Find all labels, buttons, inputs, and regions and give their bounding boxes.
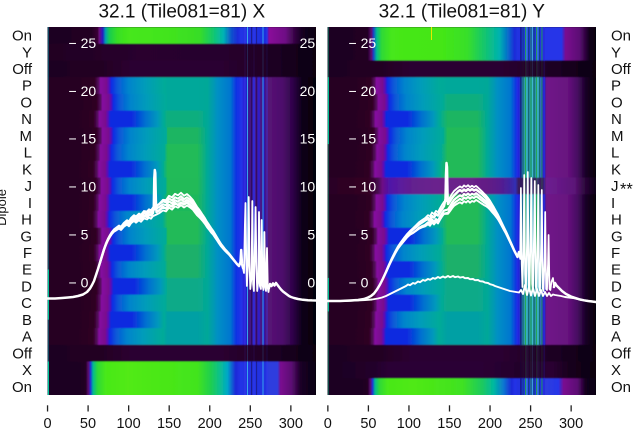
svg-text:Off: Off bbox=[12, 345, 33, 362]
svg-text:E: E bbox=[22, 262, 32, 279]
svg-text:C: C bbox=[611, 295, 622, 312]
svg-text:J: J bbox=[611, 178, 619, 195]
svg-text:On: On bbox=[611, 379, 631, 396]
svg-text:A: A bbox=[22, 329, 32, 346]
svg-text:0: 0 bbox=[324, 416, 332, 432]
svg-text:D: D bbox=[21, 279, 32, 296]
svg-text:− 0: − 0 bbox=[349, 274, 369, 290]
svg-text:100: 100 bbox=[116, 416, 140, 432]
svg-text:50: 50 bbox=[360, 416, 376, 432]
svg-text:F: F bbox=[611, 245, 620, 262]
svg-text:P: P bbox=[611, 78, 621, 95]
svg-text:O: O bbox=[20, 95, 32, 112]
svg-text:250: 250 bbox=[518, 416, 542, 432]
svg-text:F: F bbox=[23, 245, 32, 262]
svg-text:50: 50 bbox=[80, 416, 96, 432]
svg-text:D: D bbox=[611, 279, 622, 296]
svg-text:K: K bbox=[611, 161, 621, 178]
svg-text:100: 100 bbox=[397, 416, 421, 432]
svg-text:B: B bbox=[611, 312, 621, 329]
svg-text:− 5: − 5 bbox=[349, 226, 369, 242]
svg-text:− 10: − 10 bbox=[349, 179, 377, 195]
svg-text:M: M bbox=[611, 128, 624, 145]
svg-text:200: 200 bbox=[478, 416, 502, 432]
svg-text:− 15: − 15 bbox=[69, 131, 97, 147]
svg-text:N: N bbox=[611, 111, 622, 128]
svg-text:B: B bbox=[22, 312, 32, 329]
svg-text:− 0: − 0 bbox=[69, 274, 89, 290]
svg-text:H: H bbox=[21, 212, 32, 229]
svg-text:L: L bbox=[24, 145, 32, 162]
svg-text:150: 150 bbox=[157, 416, 181, 432]
svg-text:Y: Y bbox=[22, 44, 32, 61]
svg-text:0: 0 bbox=[307, 274, 315, 290]
svg-text:G: G bbox=[20, 228, 32, 245]
svg-text:On: On bbox=[611, 28, 631, 45]
svg-text:0: 0 bbox=[43, 416, 51, 432]
svg-text:On: On bbox=[12, 379, 32, 396]
svg-text:H: H bbox=[611, 212, 622, 229]
svg-text:5: 5 bbox=[307, 226, 315, 242]
svg-text:− 20: − 20 bbox=[349, 83, 377, 99]
svg-text:P: P bbox=[22, 78, 32, 95]
svg-text:250: 250 bbox=[238, 416, 262, 432]
svg-text:Y: Y bbox=[611, 44, 621, 61]
svg-text:25: 25 bbox=[300, 35, 316, 51]
svg-text:− 15: − 15 bbox=[349, 131, 377, 147]
svg-text:A: A bbox=[611, 329, 621, 346]
svg-text:− 25: − 25 bbox=[69, 35, 97, 51]
svg-text:O: O bbox=[611, 95, 623, 112]
svg-text:300: 300 bbox=[559, 416, 583, 432]
svg-text:E: E bbox=[611, 262, 621, 279]
svg-text:300: 300 bbox=[279, 416, 303, 432]
svg-text:On: On bbox=[12, 28, 32, 45]
svg-text:20: 20 bbox=[300, 83, 316, 99]
svg-text:**: ** bbox=[620, 181, 633, 199]
svg-text:32.1 (Tile081=81) Y: 32.1 (Tile081=81) Y bbox=[379, 2, 546, 23]
svg-text:K: K bbox=[22, 161, 32, 178]
svg-text:J: J bbox=[25, 178, 33, 195]
svg-text:150: 150 bbox=[437, 416, 461, 432]
svg-text:G: G bbox=[611, 228, 623, 245]
svg-text:10: 10 bbox=[300, 179, 316, 195]
svg-text:200: 200 bbox=[198, 416, 222, 432]
svg-text:Dipole: Dipole bbox=[0, 189, 9, 226]
svg-text:I: I bbox=[611, 195, 615, 212]
svg-text:− 5: − 5 bbox=[69, 226, 89, 242]
svg-text:− 10: − 10 bbox=[69, 179, 97, 195]
svg-text:− 25: − 25 bbox=[349, 35, 377, 51]
svg-text:X: X bbox=[611, 362, 621, 379]
svg-text:Off: Off bbox=[12, 61, 33, 78]
svg-text:32.1 (Tile081=81) X: 32.1 (Tile081=81) X bbox=[98, 2, 265, 23]
svg-text:Off: Off bbox=[611, 345, 632, 362]
svg-text:I: I bbox=[28, 195, 32, 212]
svg-text:M: M bbox=[20, 128, 33, 145]
svg-text:N: N bbox=[21, 111, 32, 128]
svg-text:C: C bbox=[21, 295, 32, 312]
svg-text:Off: Off bbox=[611, 61, 632, 78]
svg-text:15: 15 bbox=[300, 131, 316, 147]
svg-text:L: L bbox=[611, 145, 619, 162]
svg-text:− 20: − 20 bbox=[69, 83, 97, 99]
svg-text:X: X bbox=[22, 362, 32, 379]
